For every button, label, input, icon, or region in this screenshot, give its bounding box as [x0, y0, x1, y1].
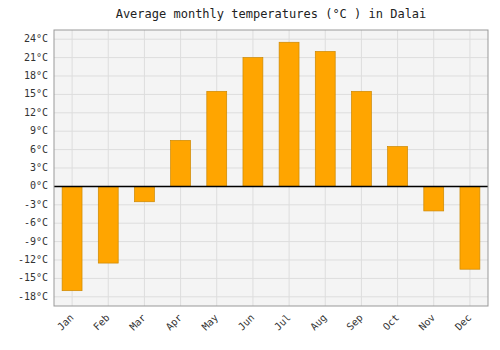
bar — [279, 42, 299, 186]
y-tick-label: -6°C — [24, 217, 48, 228]
y-tick-label: -3°C — [24, 199, 48, 210]
grid-line-y — [54, 39, 488, 40]
grid-line-y — [54, 112, 488, 113]
x-tick-label: Jun — [236, 312, 257, 333]
grid-line-x — [144, 30, 145, 306]
bar — [207, 91, 227, 186]
y-tick-label: 9°C — [30, 125, 48, 136]
grid-line-y — [54, 57, 488, 58]
y-tick-label: 3°C — [30, 162, 48, 173]
y-tick-label: 0°C — [30, 180, 48, 191]
grid-line-y — [54, 94, 488, 95]
bar — [171, 140, 191, 186]
y-tick-label: -18°C — [18, 291, 48, 302]
bar — [315, 51, 335, 186]
bar — [388, 147, 408, 187]
bar — [98, 186, 118, 263]
x-tick-label: Aug — [308, 312, 329, 333]
x-tick-label: Mar — [127, 312, 148, 333]
grid-line-y — [54, 186, 488, 187]
title: Average monthly temperatures (°C ) in Da… — [116, 7, 427, 21]
grid-line-y — [54, 131, 488, 132]
y-tick-label: 12°C — [24, 107, 48, 118]
grid-line-y — [54, 223, 488, 224]
grid-line-y — [54, 149, 488, 150]
y-tick-label: -15°C — [18, 272, 48, 283]
bar — [243, 58, 263, 187]
y-ticks: -18°C -15°C -12°C -9°C -6°C -3°C 0°C 3°C 6°C 9°C 1… — [18, 33, 48, 302]
x-tick-label: Dec — [453, 312, 474, 333]
bar — [62, 186, 82, 290]
plot-background — [54, 30, 488, 306]
y-tick-label: 21°C — [24, 52, 48, 63]
bar — [134, 186, 154, 201]
grid — [54, 30, 488, 306]
x-tick-label: Sep — [344, 312, 365, 333]
grid-line-y — [54, 260, 488, 261]
x-tick-label: Feb — [91, 312, 112, 333]
grid-line-x — [433, 30, 434, 306]
grid-line-y — [54, 76, 488, 77]
x-tick-label: Jan — [55, 312, 76, 333]
y-tick-label: 18°C — [24, 70, 48, 81]
zero-line — [54, 186, 488, 188]
bar — [424, 186, 444, 211]
grid-line-y — [54, 204, 488, 205]
y-tick-label: 24°C — [24, 33, 48, 44]
x-tick-label: Apr — [164, 312, 185, 333]
x-tick-label: Oct — [381, 312, 402, 333]
x-ticks: Jan Feb Mar Apr May Jun Jul Aug Sep Oct Nov Dec — [55, 312, 473, 333]
plot-frame — [54, 30, 488, 306]
grid-line-y — [54, 278, 488, 279]
bar — [351, 91, 371, 186]
bar — [460, 186, 480, 269]
x-tick-label: Jul — [272, 312, 293, 333]
x-tick-label: Nov — [417, 312, 438, 333]
chart: -18°C -15°C -12°C -9°C -6°C -3°C 0°C 3°C 6°C 9°C 1… — [0, 0, 500, 350]
y-tick-label: -12°C — [18, 254, 48, 265]
x-tick-label: May — [200, 312, 221, 333]
y-tick-label: 15°C — [24, 88, 48, 99]
bars — [54, 42, 488, 290]
y-tick-label: 6°C — [30, 144, 48, 155]
grid-line-x — [108, 30, 109, 306]
grid-line-y — [54, 296, 488, 297]
grid-line-y — [54, 241, 488, 242]
grid-line-y — [54, 168, 488, 169]
y-tick-label: -9°C — [24, 236, 48, 247]
